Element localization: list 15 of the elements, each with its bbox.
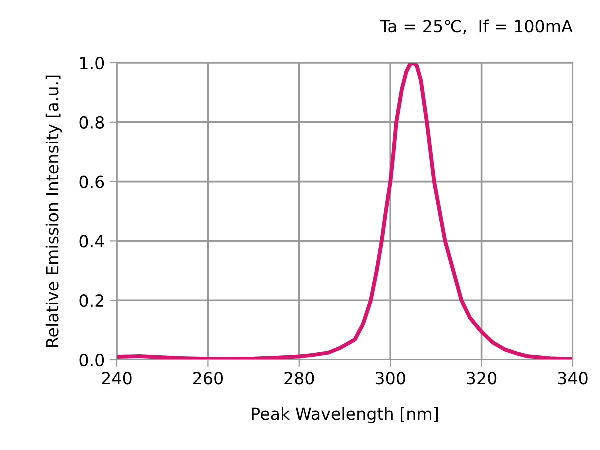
x-tick-label: 240: [102, 372, 132, 385]
chart-title: Ta = 25℃, If = 100mA: [380, 20, 573, 34]
x-tick-label: 340: [558, 372, 588, 385]
x-tick-label: 260: [194, 372, 223, 385]
x-axis-title: Peak Wavelength [nm]: [252, 407, 438, 424]
y-tick-label: 0.6: [80, 176, 104, 188]
x-tick-label: 320: [467, 372, 497, 385]
y-tick-label: 1.0: [80, 56, 104, 70]
y-tick-label: 0.8: [80, 116, 104, 129]
x-tick-label: 300: [376, 372, 406, 385]
y-axis-title: Relative Emission Intensity [a.u.]: [46, 76, 62, 347]
y-tick-label: 0.4: [80, 235, 104, 248]
x-tick-label: 280: [284, 372, 314, 385]
y-tick-label: 0.0: [80, 354, 104, 367]
y-tick-label: 0.2: [80, 294, 104, 308]
